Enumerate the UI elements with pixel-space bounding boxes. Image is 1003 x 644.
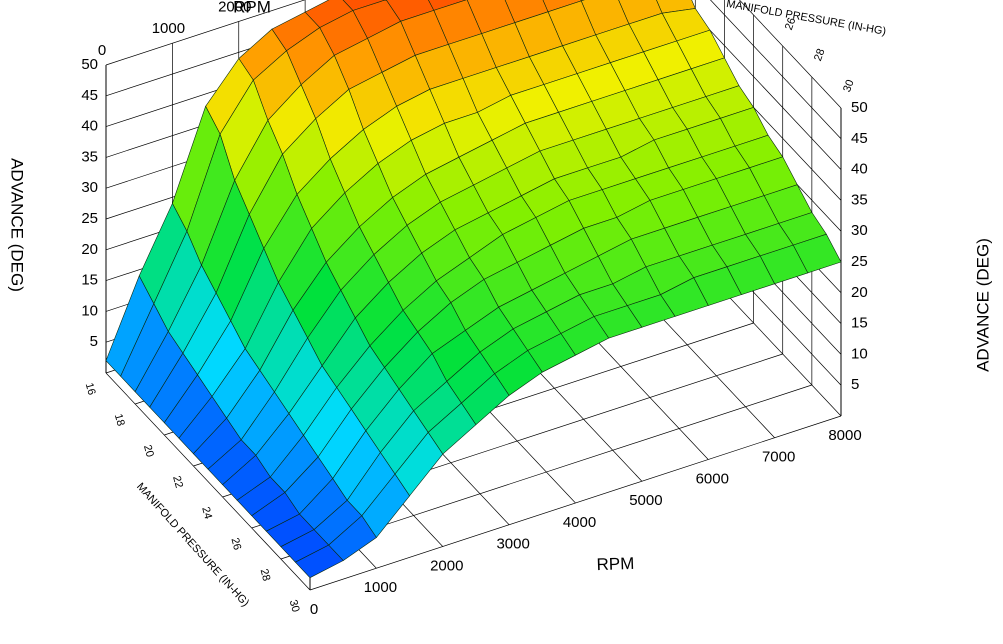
map-tick-label-left: 20 bbox=[141, 444, 156, 459]
advance-tick-label-right: 30 bbox=[851, 222, 868, 239]
rpm-tick-label-front: 0 bbox=[310, 601, 318, 618]
rpm-tick-label-top: 1000 bbox=[152, 20, 185, 37]
rpm-axis-title-front: RPM bbox=[596, 554, 634, 574]
rpm-tick-label-top: 0 bbox=[98, 42, 106, 59]
side-wall-gridline-advance bbox=[681, 0, 842, 170]
advance-tick-label-right: 10 bbox=[851, 345, 868, 362]
map-tick-label-left: 16 bbox=[83, 382, 98, 397]
rpm-axis-title-top: RPM bbox=[233, 0, 271, 16]
advance-tick-label-left: 20 bbox=[81, 241, 98, 258]
advance-tick-label-right: 15 bbox=[851, 315, 868, 332]
advance-tick-label-left: 35 bbox=[81, 148, 98, 165]
rpm-tick-label-front: 6000 bbox=[696, 470, 729, 487]
rpm-tick-label-front: 8000 bbox=[828, 427, 861, 444]
map-tick-label-top: 26 bbox=[783, 16, 798, 32]
advance-tick-label-right: 50 bbox=[851, 99, 868, 116]
advance-tick-label-left: 25 bbox=[81, 210, 98, 227]
map-tick-label-top: 24 bbox=[754, 0, 769, 1]
surface-cell bbox=[294, 544, 344, 579]
advance-tick-label-right: 45 bbox=[851, 130, 868, 147]
floor-gridline-map bbox=[309, 415, 842, 591]
rpm-tick-label-front: 4000 bbox=[563, 514, 596, 531]
side-wall-gridline-advance bbox=[738, 0, 842, 109]
advance-tick-label-right: 25 bbox=[851, 253, 868, 270]
map-tick-label-top: 30 bbox=[841, 78, 856, 94]
map-tick-label-left: 22 bbox=[170, 475, 185, 490]
rpm-tick-label-front: 7000 bbox=[762, 449, 795, 466]
map-tick-label-left: 18 bbox=[112, 413, 127, 428]
rpm-tick-label-top: 2000 bbox=[218, 0, 251, 15]
advance-tick-label-left: 40 bbox=[81, 118, 98, 135]
advance-tick-label-right: 20 bbox=[851, 284, 868, 301]
rpm-tick-label-front: 3000 bbox=[496, 536, 529, 553]
advance-tick-label-left: 5 bbox=[90, 333, 98, 350]
back-wall-gridline-advance bbox=[105, 0, 306, 66]
advance-tick-label-left: 30 bbox=[81, 179, 98, 196]
advance-tick-label-right: 40 bbox=[851, 161, 868, 178]
map-tick-label-left: 26 bbox=[228, 537, 243, 552]
map-tick-label-left: 30 bbox=[287, 599, 302, 614]
rpm-tick-label-front: 1000 bbox=[364, 579, 397, 596]
rpm-tick-label-front: 5000 bbox=[629, 492, 662, 509]
advance-tick-label-left: 45 bbox=[81, 87, 98, 104]
advance-axis-title-left: ADVANCE (DEG) bbox=[8, 158, 27, 292]
advance-tick-label-left: 50 bbox=[81, 56, 98, 73]
advance-tick-label-left: 10 bbox=[81, 302, 98, 319]
rpm-tick-label-front: 2000 bbox=[430, 557, 463, 574]
advance-axis-title-right: ADVANCE (DEG) bbox=[973, 238, 992, 372]
map-tick-label-left: 28 bbox=[258, 568, 273, 583]
floor-gridline-rpm bbox=[105, 372, 311, 591]
map-tick-label-left: 24 bbox=[199, 506, 214, 521]
side-wall-gridline-advance bbox=[710, 0, 842, 140]
advance-tick-label-right: 35 bbox=[851, 191, 868, 208]
map-tick-label-top: 28 bbox=[812, 47, 827, 63]
map-axis-title-top: MANIFOLD PRESSURE (IN-HG) bbox=[725, 0, 887, 38]
advance-tick-label-left: 15 bbox=[81, 272, 98, 289]
advance-tick-label-right: 5 bbox=[851, 376, 859, 393]
